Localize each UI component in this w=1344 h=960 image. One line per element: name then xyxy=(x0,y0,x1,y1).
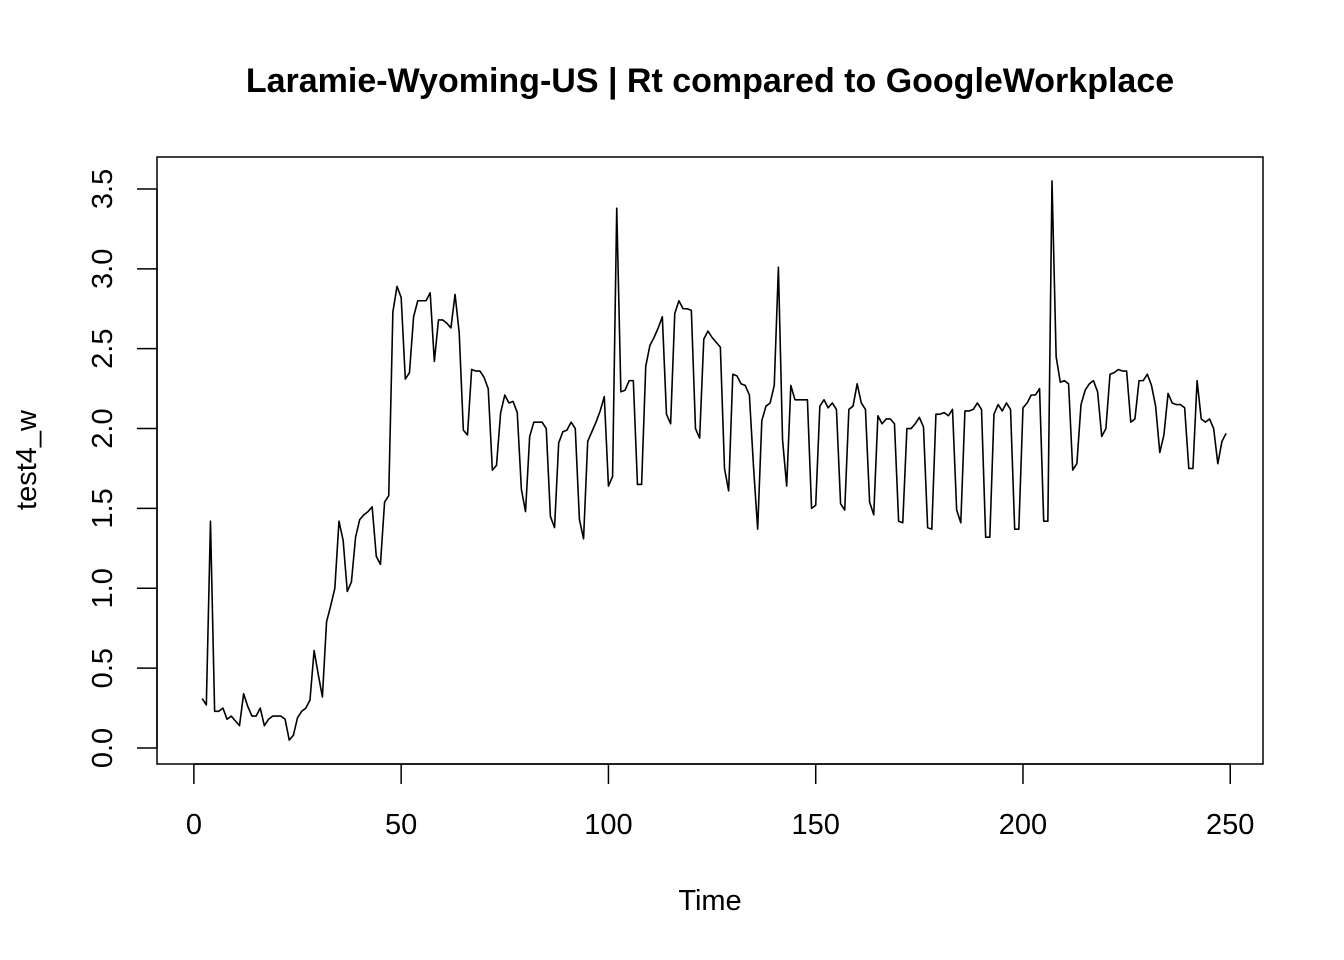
x-tick-label: 250 xyxy=(1206,809,1254,841)
y-tick-label: 3.5 xyxy=(87,169,119,209)
y-tick-label: 3.0 xyxy=(87,249,119,289)
plot-frame xyxy=(156,156,1264,765)
y-tick-label: 2.5 xyxy=(87,329,119,369)
x-tick-label: 0 xyxy=(186,809,202,841)
y-axis: 0.0 0.5 1.0 1.5 2.0 2.5 3.0 3.5 xyxy=(87,169,158,768)
x-tick-label: 200 xyxy=(999,809,1047,841)
y-tick-label: 0.5 xyxy=(87,648,119,688)
series-layer xyxy=(201,180,1227,741)
x-axis-label: Time xyxy=(678,885,741,917)
y-tick-label: 0.0 xyxy=(87,728,119,768)
y-tick-label: 2.0 xyxy=(87,408,119,448)
y-tick-label: 1.0 xyxy=(87,568,119,608)
chart-title: Laramie-Wyoming-US | Rt compared to Goog… xyxy=(246,62,1174,100)
x-axis: 0 50 100 150 200 250 xyxy=(186,763,1254,841)
x-tick-label: 100 xyxy=(584,809,632,841)
x-tick-label: 50 xyxy=(385,809,417,841)
y-axis-label: test4_w xyxy=(11,409,43,510)
series-line-0 xyxy=(201,180,1227,741)
x-tick-label: 150 xyxy=(792,809,840,841)
y-tick-label: 1.5 xyxy=(87,488,119,528)
